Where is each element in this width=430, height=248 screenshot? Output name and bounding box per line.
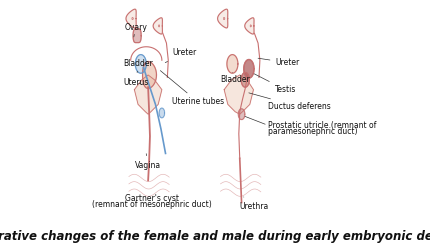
Text: Ureter: Ureter bbox=[165, 48, 196, 63]
Polygon shape bbox=[159, 108, 165, 118]
Text: Testis: Testis bbox=[254, 74, 296, 94]
Polygon shape bbox=[238, 109, 245, 120]
Text: Gartner's cyst: Gartner's cyst bbox=[125, 194, 179, 203]
Text: (remnant of mesonephric duct): (remnant of mesonephric duct) bbox=[92, 200, 212, 209]
Text: Uterine tubes: Uterine tubes bbox=[160, 71, 224, 106]
Polygon shape bbox=[227, 55, 238, 73]
Text: Uterus: Uterus bbox=[123, 78, 149, 87]
Text: paramesonephric duct): paramesonephric duct) bbox=[268, 127, 358, 136]
Text: Prostatic utricle (remnant of: Prostatic utricle (remnant of bbox=[268, 121, 377, 130]
Text: Bladder: Bladder bbox=[221, 72, 250, 84]
Text: Ureter: Ureter bbox=[258, 58, 300, 67]
Polygon shape bbox=[126, 9, 136, 28]
Polygon shape bbox=[135, 75, 162, 114]
Polygon shape bbox=[143, 62, 157, 89]
Polygon shape bbox=[135, 55, 146, 73]
Polygon shape bbox=[244, 60, 254, 78]
Polygon shape bbox=[224, 75, 253, 114]
Polygon shape bbox=[218, 9, 228, 28]
Polygon shape bbox=[241, 72, 249, 87]
Polygon shape bbox=[153, 18, 163, 34]
Text: Bladder: Bladder bbox=[123, 60, 153, 72]
Polygon shape bbox=[245, 18, 254, 34]
Text: Ovary: Ovary bbox=[124, 23, 147, 37]
Text: Ductus deferens: Ductus deferens bbox=[249, 93, 331, 111]
Text: Vagina: Vagina bbox=[135, 154, 161, 170]
Text: The comparative changes of the female and male during early embryonic developmen: The comparative changes of the female an… bbox=[0, 230, 430, 243]
Text: Urethra: Urethra bbox=[240, 197, 269, 211]
Polygon shape bbox=[133, 29, 141, 43]
